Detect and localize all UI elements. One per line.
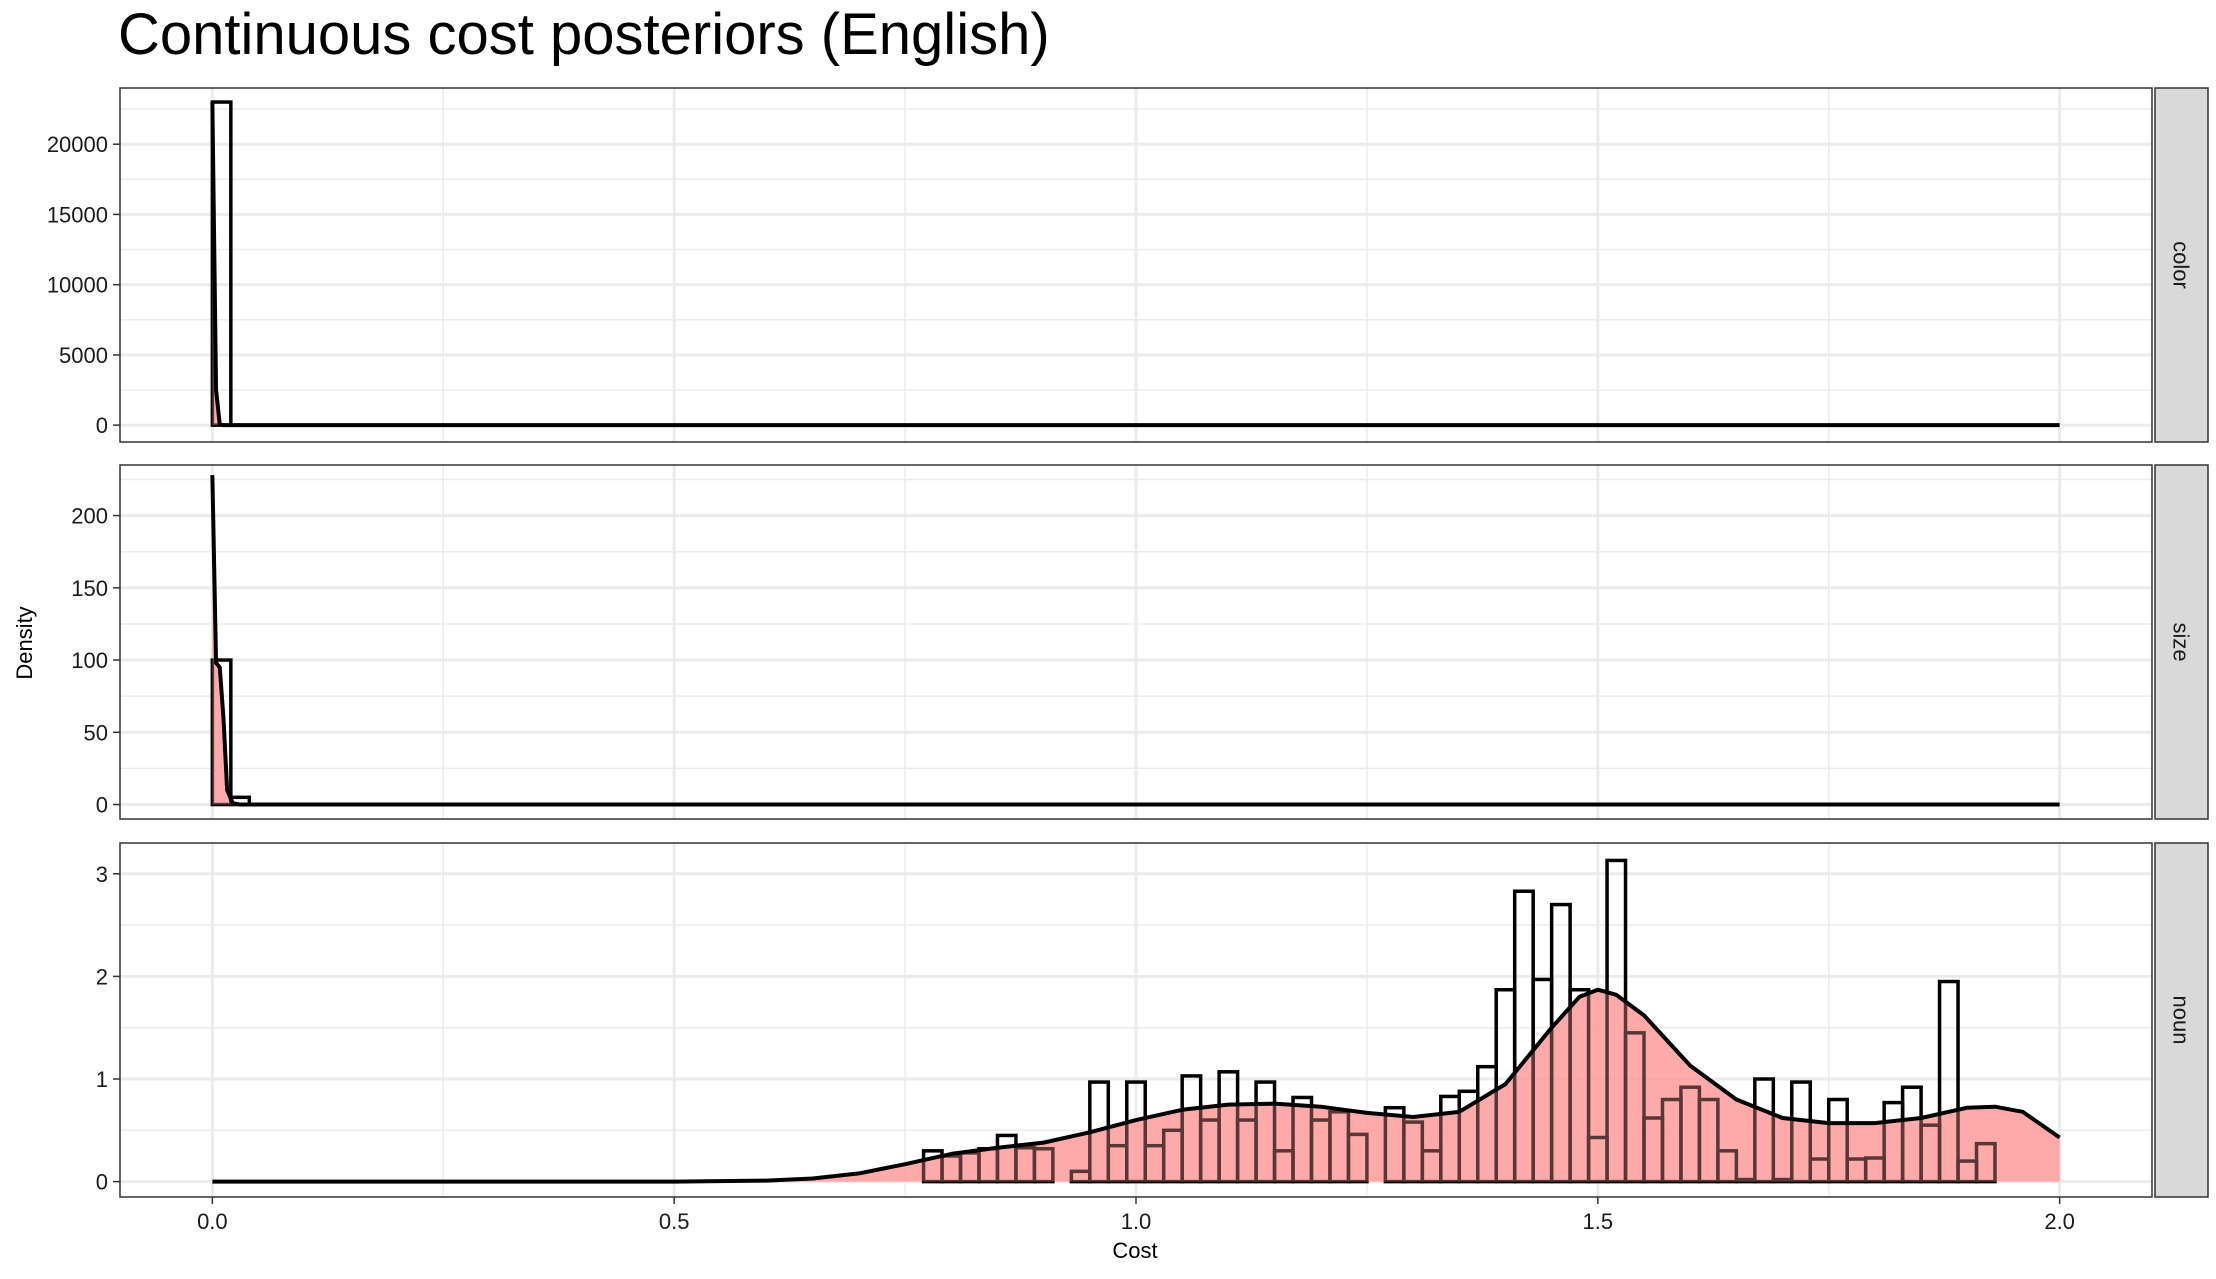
y-tick-label: 10000 <box>47 273 108 298</box>
density-line <box>212 987 2061 1184</box>
density-overlay <box>212 989 2060 1182</box>
y-tick-label: 100 <box>71 648 108 673</box>
facet-strip-label: noun <box>2169 996 2194 1045</box>
density-fill <box>212 989 2060 1182</box>
y-tick-label: 2 <box>96 964 108 989</box>
y-tick-label: 3 <box>96 862 108 887</box>
y-tick-label: 0 <box>96 793 108 818</box>
y-tick-label: 150 <box>71 576 108 601</box>
histogram-bar <box>1568 987 1591 1184</box>
histogram-bar <box>1605 858 1628 1184</box>
y-tick-label: 0 <box>96 413 108 438</box>
histogram-bar <box>1716 1149 1739 1184</box>
density-line <box>210 475 2060 807</box>
x-tick-label: 0.5 <box>659 1209 690 1234</box>
y-tick-label: 5000 <box>59 343 108 368</box>
panels-group: 0 5000 10000 15000 20000 color 0 50 100 150 200 siz… <box>47 87 2209 1198</box>
x-axis-title: Cost <box>1112 1238 1157 1263</box>
density-line <box>210 102 2060 428</box>
panel-size: 0 50 100 150 200 size <box>71 464 2209 820</box>
x-tick-label: 1.0 <box>1121 1209 1152 1234</box>
histogram-bar <box>1826 1097 1849 1184</box>
x-tick-label: 0.0 <box>197 1209 228 1234</box>
facet-strip-color <box>2154 87 2209 443</box>
histogram-bar <box>1974 1141 1997 1184</box>
histogram-bar <box>1623 1031 1646 1184</box>
panel-plot-area <box>120 843 2152 1197</box>
panel-plot-area <box>120 465 2152 819</box>
histogram-bar <box>1937 979 1960 1184</box>
y-tick-label: 200 <box>71 504 108 529</box>
facet-strip-label: size <box>2169 622 2194 661</box>
y-tick-label: 50 <box>84 720 108 745</box>
panel-border <box>119 464 2153 820</box>
facet-strip-size <box>2154 464 2209 820</box>
histogram-bar <box>210 658 233 807</box>
histogram-bar <box>1753 1077 1776 1184</box>
chart-title: Continuous cost posteriors (English) <box>118 2 1050 67</box>
histogram-bar <box>1032 1147 1055 1184</box>
panel-plot-area <box>120 88 2152 442</box>
y-axis-title: Density <box>12 606 37 679</box>
histogram-bar <box>1790 1080 1813 1184</box>
y-tick-label: 1 <box>96 1067 108 1092</box>
histogram-bar <box>1697 1097 1720 1184</box>
y-tick-label: 15000 <box>47 202 108 227</box>
panel-border <box>119 87 2153 443</box>
facet-strip-noun <box>2154 842 2209 1198</box>
x-tick-label: 2.0 <box>2044 1209 2075 1234</box>
y-tick-label: 0 <box>96 1170 108 1195</box>
histogram-bar <box>1254 1080 1277 1184</box>
panel-color: 0 5000 10000 15000 20000 color <box>47 87 2209 443</box>
y-tick-label: 20000 <box>47 132 108 157</box>
histogram-bar <box>1346 1132 1369 1184</box>
facet-strip-label: color <box>2169 241 2194 289</box>
x-tick-label: 1.5 <box>1583 1209 1614 1234</box>
panel-noun: 0 1 2 3 noun <box>96 842 2209 1198</box>
histogram-bar <box>1125 1080 1147 1184</box>
x-axis: 0.0 0.5 1.0 1.5 2.0 <box>197 1197 2075 1234</box>
